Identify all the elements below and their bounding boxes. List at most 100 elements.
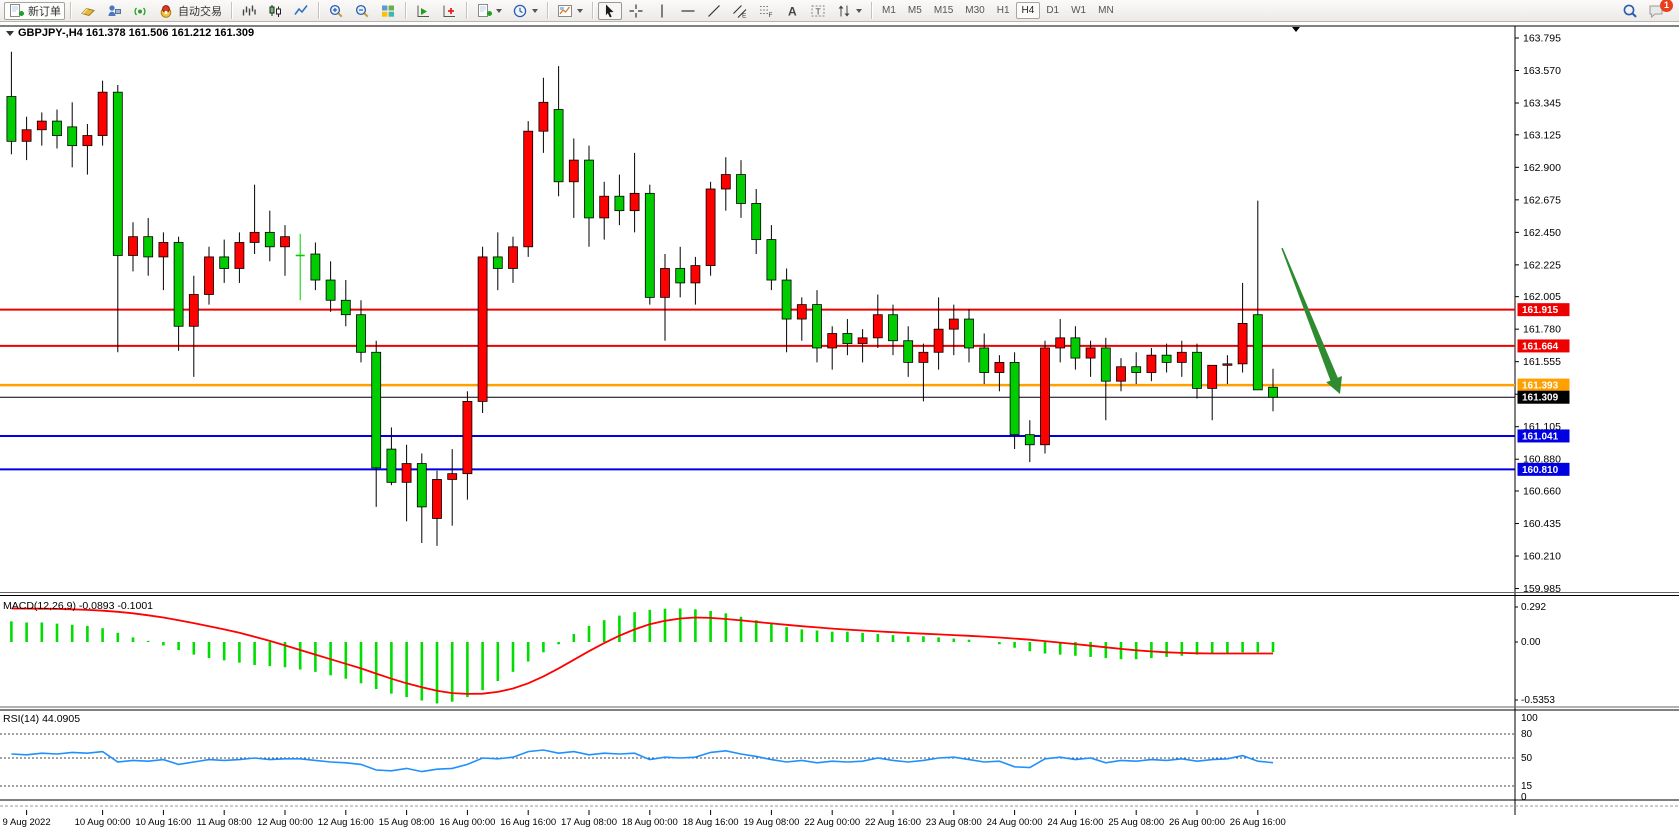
candle xyxy=(1024,434,1035,446)
fibonacci-icon[interactable]: F xyxy=(754,2,778,20)
time-label: 18 Aug 00:00 xyxy=(622,817,678,828)
candle xyxy=(766,239,777,281)
timeframe-d1-button[interactable]: D1 xyxy=(1046,5,1060,16)
chart-template-icon-caret[interactable] xyxy=(577,8,583,13)
time-label: 19 Aug 08:00 xyxy=(743,817,799,828)
text-icon[interactable]: A xyxy=(780,2,804,20)
candle xyxy=(447,473,458,480)
price-tag-label: 160.810 xyxy=(1522,465,1559,476)
time-label: 26 Aug 00:00 xyxy=(1169,817,1225,828)
candle xyxy=(751,203,762,240)
candle xyxy=(888,314,898,342)
horizontal-line-icon[interactable] xyxy=(676,2,700,20)
candle xyxy=(112,91,123,256)
time-label: 22 Aug 16:00 xyxy=(865,817,921,828)
line-chart-type-icon[interactable] xyxy=(289,2,313,20)
hline xyxy=(681,9,695,12)
candle xyxy=(675,268,686,284)
candle xyxy=(188,294,199,327)
candlestick-chart-type-icon[interactable] xyxy=(263,2,287,20)
periods-clock-icon-caret[interactable] xyxy=(532,8,538,13)
timeframe-h1-button[interactable]: H1 xyxy=(996,5,1010,16)
toolbar-separator xyxy=(547,2,548,19)
add-indicator-icon-caret[interactable] xyxy=(496,8,502,13)
text-label-icon[interactable]: T xyxy=(806,2,830,20)
shapes-icon-caret[interactable] xyxy=(856,8,862,13)
toolbar-separator xyxy=(466,2,467,19)
gold xyxy=(81,7,95,16)
timeframe-m1-button[interactable]: M1 xyxy=(882,5,896,16)
price-tick-label: 162.450 xyxy=(1523,227,1561,239)
candle xyxy=(173,242,184,327)
candle xyxy=(690,265,701,284)
rsi-scale-label: 0 xyxy=(1521,792,1527,803)
vline xyxy=(661,4,663,17)
algo-trading-button[interactable]: 自动交易 xyxy=(154,2,226,20)
candle xyxy=(796,304,807,320)
cursor-icon[interactable] xyxy=(598,1,622,20)
tile-windows-icon[interactable] xyxy=(376,2,400,20)
zoomin xyxy=(329,4,343,17)
candle xyxy=(523,130,534,248)
timeframe-m15-button[interactable]: M15 xyxy=(933,5,954,16)
trend-arrow-object[interactable] xyxy=(1281,247,1342,394)
candle xyxy=(1009,362,1020,436)
candle xyxy=(948,318,959,330)
candle xyxy=(6,96,17,142)
price-tick-label: 160.880 xyxy=(1523,454,1561,466)
cursor xyxy=(605,4,614,17)
clock xyxy=(513,4,527,17)
strategy-tester-icon[interactable] xyxy=(102,2,126,20)
chart-template-icon[interactable] xyxy=(553,2,587,20)
candle xyxy=(1268,386,1278,398)
price-tick-label: 162.900 xyxy=(1523,162,1561,174)
candle xyxy=(67,126,78,147)
time-label: 10 Aug 00:00 xyxy=(75,817,131,828)
timeframe-h4-button[interactable]: H4 xyxy=(1015,2,1041,19)
shapes-icon[interactable] xyxy=(832,2,866,20)
periods-clock-icon[interactable] xyxy=(508,2,542,20)
zoom-out-icon[interactable] xyxy=(350,2,374,20)
time-label: 16 Aug 00:00 xyxy=(439,817,495,828)
new-order-button[interactable]: 新订单 xyxy=(4,1,65,20)
price-tick-label: 160.660 xyxy=(1523,486,1561,498)
price-tick-label: 162.675 xyxy=(1523,194,1561,206)
indicators-icon[interactable] xyxy=(411,2,435,20)
price-tag-label: 161.664 xyxy=(1522,341,1559,352)
crosshair xyxy=(629,4,643,17)
candle xyxy=(1237,322,1248,365)
search xyxy=(1623,4,1637,18)
crosshair-icon[interactable] xyxy=(624,2,648,20)
candle xyxy=(705,188,716,266)
rsi-scale-label: 100 xyxy=(1521,713,1538,724)
bar-chart-type-icon[interactable] xyxy=(237,2,261,20)
indicator-list-icon[interactable] xyxy=(437,2,461,20)
chartplay xyxy=(417,5,429,17)
toolbar-separator xyxy=(405,2,406,19)
zoom-in-icon[interactable] xyxy=(324,2,348,20)
trendline-icon[interactable] xyxy=(702,2,726,20)
chart-area[interactable]: 163.795 163.570 163.345 163.125 162.900 162.6… xyxy=(0,22,1679,837)
chart-shift-marker[interactable] xyxy=(1292,27,1300,32)
price-tag-161.393 xyxy=(1517,378,1570,392)
market-depth-icon[interactable] xyxy=(128,2,152,20)
timeframe-m5-button[interactable]: M5 xyxy=(907,5,922,16)
timeframe-w1-button[interactable]: W1 xyxy=(1071,5,1087,16)
toolbar-separator xyxy=(871,2,872,19)
algo-trading-button-label: 自动交易 xyxy=(178,5,222,18)
price-tag-161.309 xyxy=(1517,390,1570,404)
chat-icon[interactable]: 1 xyxy=(1644,0,1673,20)
search-icon[interactable] xyxy=(1618,2,1642,20)
time-label: 9 Aug 2022 xyxy=(3,817,51,828)
timeframe-m30-button[interactable]: M30 xyxy=(965,5,985,16)
timeframe-mn-button[interactable]: MN xyxy=(1098,5,1114,16)
time-label: 25 Aug 08:00 xyxy=(1108,817,1164,828)
stylechart xyxy=(558,4,572,17)
candle xyxy=(720,174,731,190)
candle xyxy=(356,314,366,353)
toolbar-separator xyxy=(70,2,71,19)
equidistant-channel-icon[interactable]: E xyxy=(728,2,752,20)
add-indicator-icon[interactable] xyxy=(472,2,506,20)
styles-icon[interactable] xyxy=(76,2,100,20)
vertical-line-icon[interactable] xyxy=(650,2,674,20)
